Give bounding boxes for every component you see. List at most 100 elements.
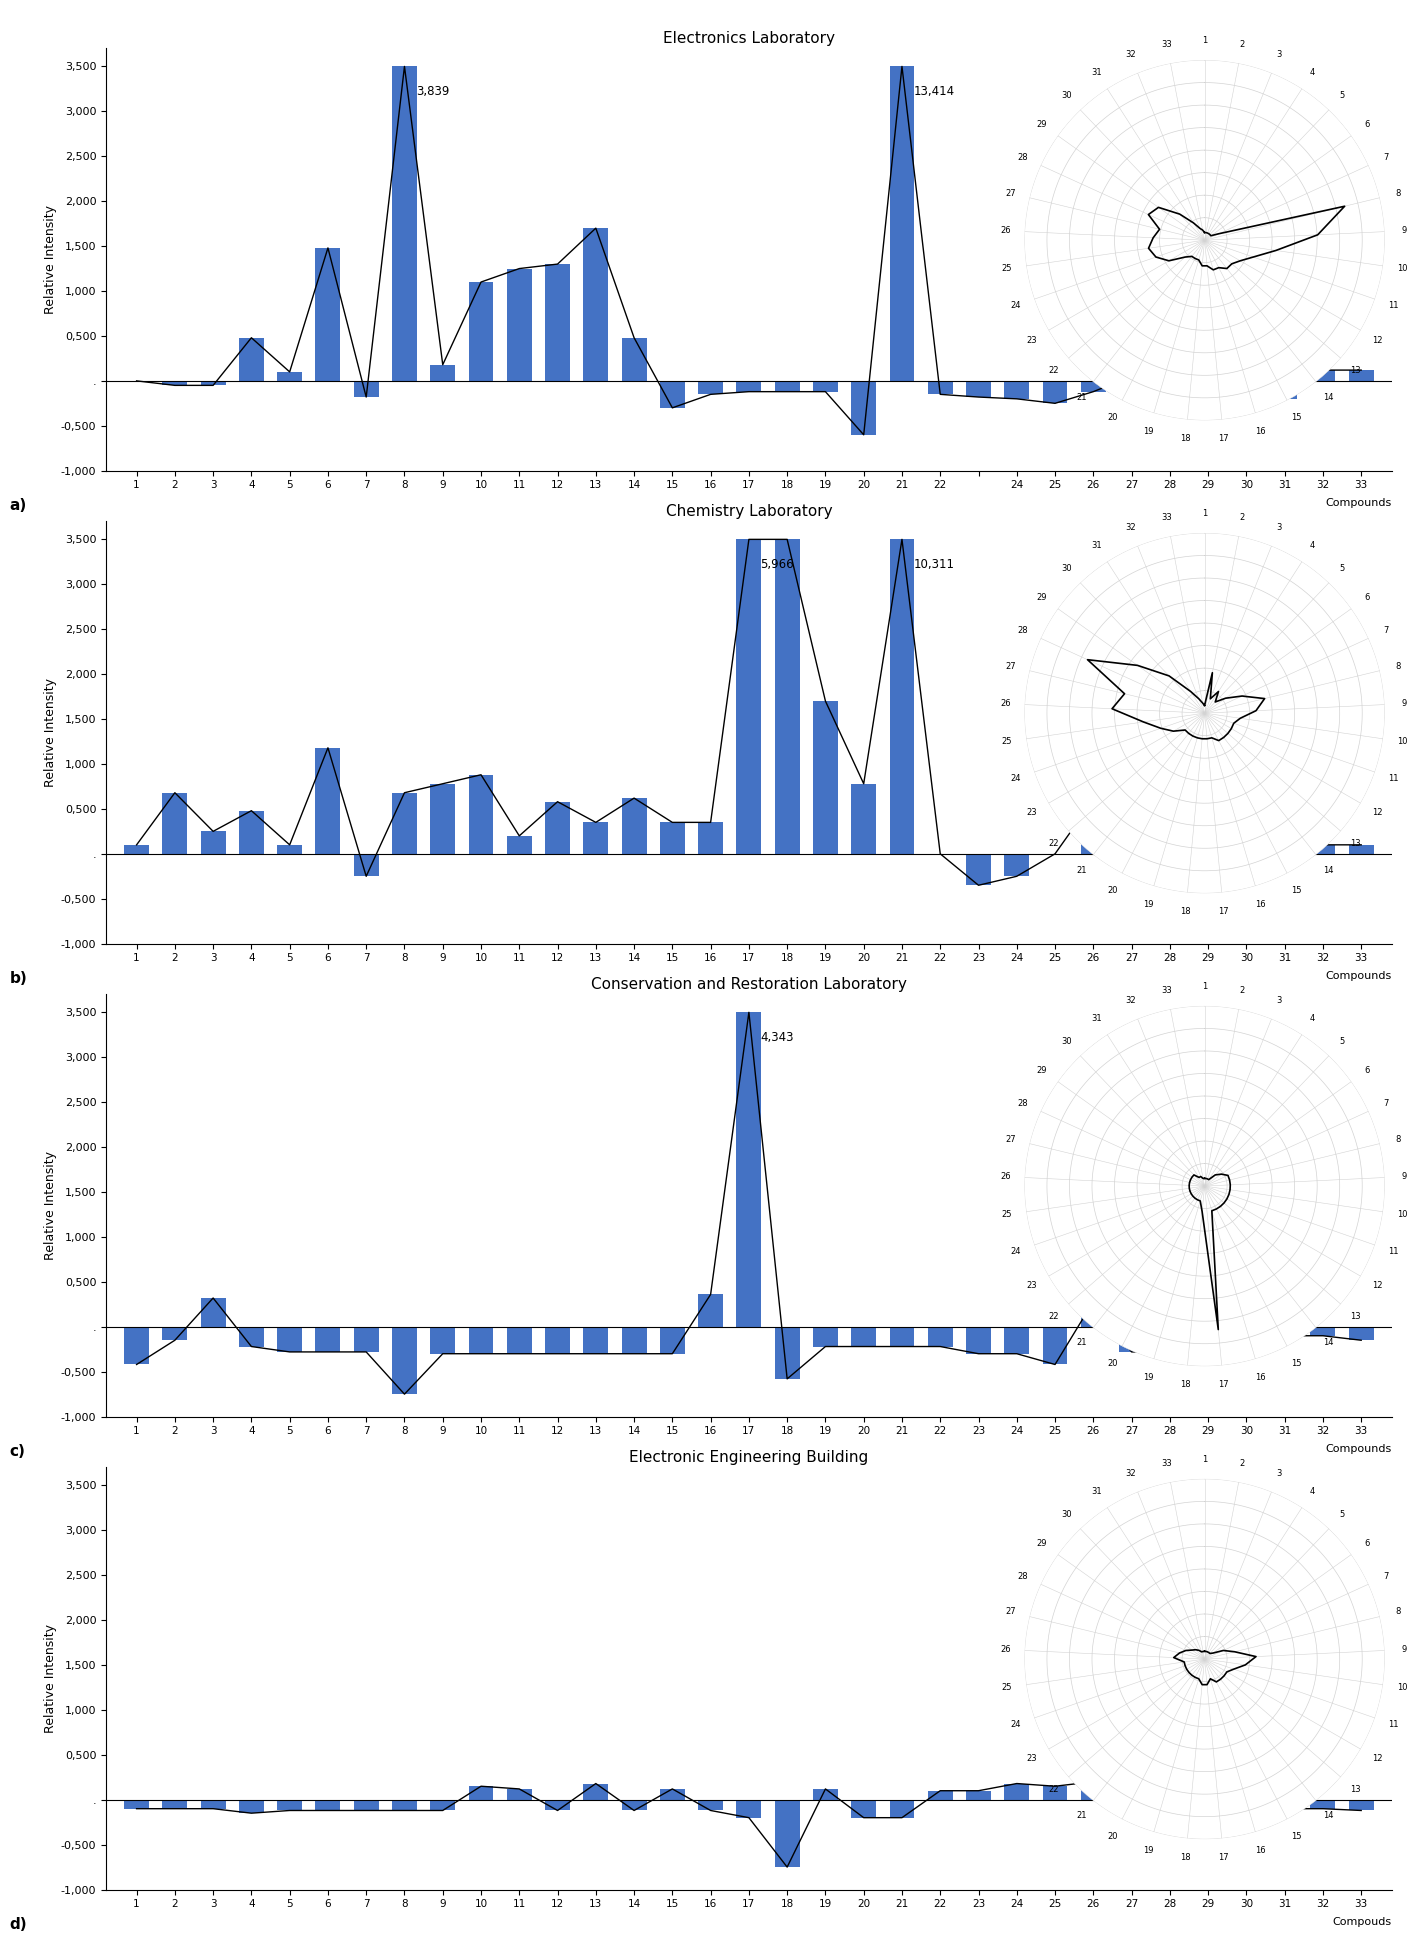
Bar xyxy=(851,1800,876,1818)
Bar xyxy=(1005,1783,1029,1800)
Bar xyxy=(239,810,264,855)
Bar xyxy=(1043,1787,1067,1800)
Bar xyxy=(507,269,531,382)
Text: Compouds: Compouds xyxy=(1332,1917,1392,1926)
Bar xyxy=(507,1328,531,1355)
Bar xyxy=(698,382,723,393)
Bar xyxy=(851,382,876,434)
Bar xyxy=(277,845,302,855)
Bar xyxy=(812,382,838,391)
Bar xyxy=(584,1328,608,1355)
Bar xyxy=(1310,845,1335,855)
Bar xyxy=(1119,1791,1145,1800)
Bar xyxy=(890,66,914,382)
Bar xyxy=(1005,855,1029,876)
Bar xyxy=(1310,1328,1335,1335)
Title: Electronics Laboratory: Electronics Laboratory xyxy=(663,31,835,47)
Bar xyxy=(201,1800,226,1808)
Bar xyxy=(774,1800,800,1866)
Bar xyxy=(353,1328,379,1353)
Bar xyxy=(162,793,188,855)
Bar xyxy=(812,1789,838,1800)
Bar xyxy=(469,1787,493,1800)
Bar xyxy=(736,539,762,855)
Bar xyxy=(774,539,800,855)
Text: c): c) xyxy=(10,1444,25,1459)
Bar xyxy=(391,1800,417,1810)
Bar xyxy=(660,822,685,855)
Text: 10,311: 10,311 xyxy=(913,558,954,572)
Text: 13,414: 13,414 xyxy=(913,85,955,97)
Bar xyxy=(890,1800,914,1818)
Bar xyxy=(698,822,723,855)
Bar xyxy=(431,783,455,855)
Bar xyxy=(1195,1328,1221,1335)
Bar xyxy=(928,382,952,393)
Bar xyxy=(353,1800,379,1810)
Bar xyxy=(1272,382,1297,399)
Bar xyxy=(966,382,991,397)
Text: d): d) xyxy=(10,1917,27,1932)
Bar xyxy=(201,1298,226,1328)
Bar xyxy=(698,1295,723,1328)
Bar xyxy=(660,382,685,407)
Bar xyxy=(812,1328,838,1347)
Title: Chemistry Laboratory: Chemistry Laboratory xyxy=(666,504,832,519)
Bar xyxy=(162,1328,188,1341)
Text: a): a) xyxy=(10,498,27,514)
Bar xyxy=(1081,1302,1106,1328)
Bar xyxy=(851,1328,876,1347)
Bar xyxy=(851,783,876,855)
Bar xyxy=(736,382,762,391)
Bar xyxy=(1349,845,1373,855)
Bar xyxy=(162,382,188,386)
Bar xyxy=(391,1328,417,1393)
Bar xyxy=(622,337,647,382)
Bar xyxy=(391,793,417,855)
Text: 5,966: 5,966 xyxy=(760,558,794,572)
Bar xyxy=(1272,1800,1297,1808)
Y-axis label: Relative Intensity: Relative Intensity xyxy=(44,1624,57,1733)
Bar xyxy=(774,1328,800,1378)
Text: 4,343: 4,343 xyxy=(760,1031,794,1045)
Bar xyxy=(1157,349,1183,382)
Bar xyxy=(1234,1800,1259,1808)
Bar xyxy=(507,1789,531,1800)
Bar xyxy=(1272,841,1297,855)
Bar xyxy=(239,1800,264,1814)
Bar xyxy=(315,1800,341,1810)
Bar xyxy=(124,1800,148,1808)
Bar xyxy=(1005,382,1029,399)
Bar xyxy=(966,1328,991,1355)
Bar xyxy=(277,372,302,382)
Y-axis label: Relative Intensity: Relative Intensity xyxy=(44,205,57,314)
Text: Compounds: Compounds xyxy=(1325,1444,1392,1454)
Bar xyxy=(431,364,455,382)
Bar xyxy=(1195,1800,1221,1808)
Bar xyxy=(812,702,838,855)
Bar xyxy=(1157,1791,1183,1800)
Bar xyxy=(1157,845,1183,855)
Bar xyxy=(545,1800,569,1810)
Bar xyxy=(890,1328,914,1347)
Bar xyxy=(928,1328,952,1347)
Bar xyxy=(660,1328,685,1355)
Bar xyxy=(660,1789,685,1800)
Bar xyxy=(736,1012,762,1328)
Bar xyxy=(1157,1328,1183,1353)
Text: 3,839: 3,839 xyxy=(415,85,449,97)
Bar xyxy=(1272,1328,1297,1335)
Text: Compounds: Compounds xyxy=(1325,498,1392,508)
Bar xyxy=(201,382,226,386)
Bar xyxy=(890,539,914,855)
Bar xyxy=(1234,382,1259,391)
Bar xyxy=(1119,376,1145,382)
Bar xyxy=(315,248,341,382)
Bar xyxy=(431,1800,455,1810)
Bar xyxy=(239,1328,264,1347)
Bar xyxy=(1043,382,1067,403)
Bar xyxy=(162,1800,188,1808)
Bar xyxy=(1310,370,1335,382)
Bar xyxy=(315,748,341,855)
Bar xyxy=(1081,382,1106,391)
